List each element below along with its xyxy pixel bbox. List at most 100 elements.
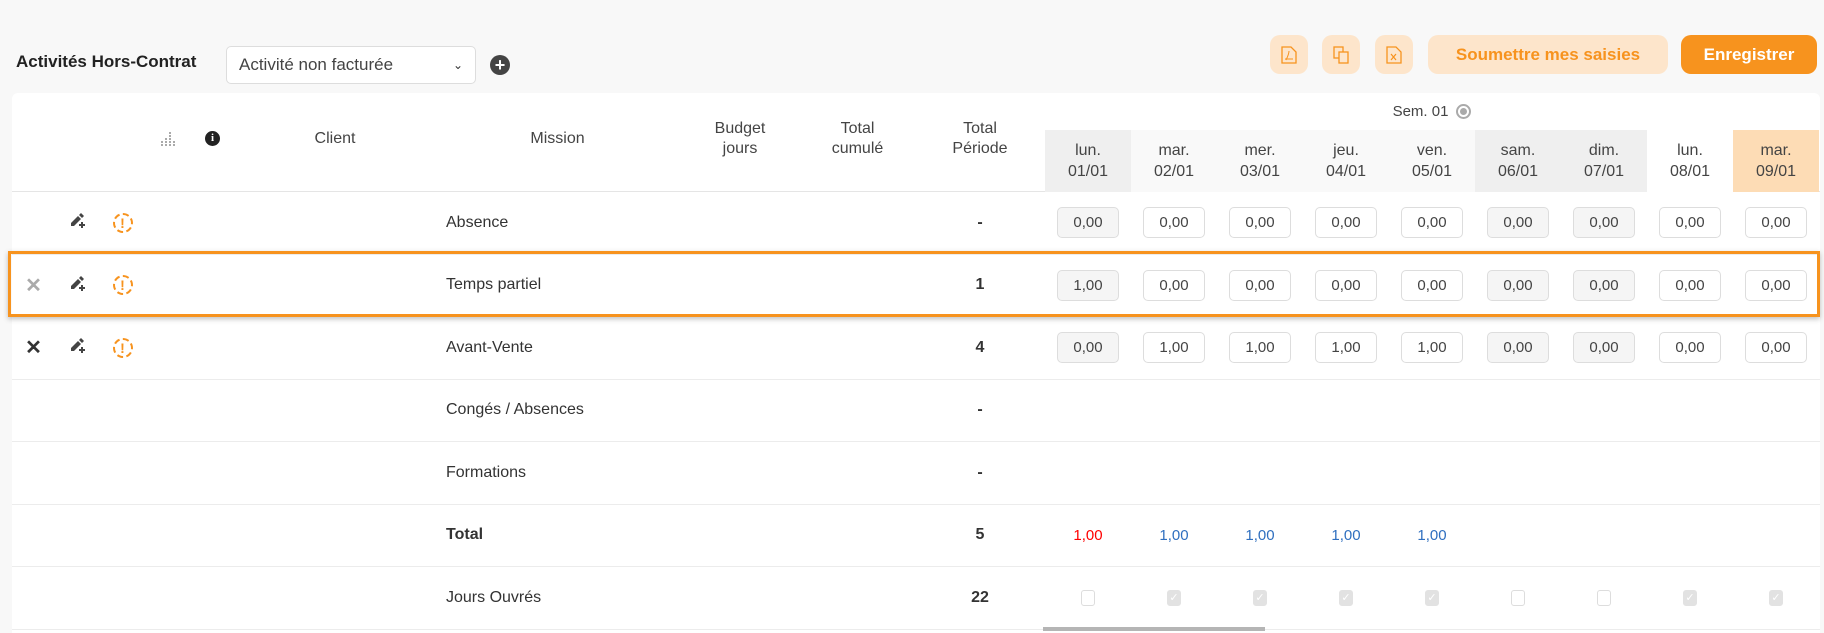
day-total: 1,00 [1331,526,1361,544]
day-total: 1,00 [1417,526,1447,544]
mission-cell: Formations [446,463,527,481]
mission-cell: Absence [446,213,509,231]
workday-checkbox[interactable] [1511,589,1525,606]
horizontal-scrollbar[interactable] [1043,627,1265,631]
day-date: 01/01 [1067,163,1109,180]
day-header: mar. 02/01 [1131,130,1217,192]
day-value-input[interactable]: 1,00 [1315,332,1377,364]
day-value-input[interactable]: 0,00 [1401,207,1463,239]
total-row: Total 5 1,00 1,00 1,00 1,00 1,00 [12,505,1820,567]
day-value-input[interactable]: 0,00 [1229,207,1291,239]
export-excel-button[interactable] [1375,35,1413,74]
chart-icon[interactable] [145,93,190,192]
day-date: 07/01 [1583,163,1625,180]
edit-add-icon[interactable] [69,274,87,297]
day-value-input[interactable]: 0,00 [1315,207,1377,239]
day-name: ven. [1416,142,1448,159]
day-value-input[interactable]: 0,00 [1659,207,1721,239]
delete-icon[interactable]: ✕ [25,274,42,297]
workday-checkbox[interactable]: ✓ [1167,589,1181,606]
delete-icon[interactable]: ✕ [25,337,42,360]
activity-select[interactable]: Activité non facturée ⌄ [226,46,476,84]
workday-checkbox[interactable]: ✓ [1339,589,1353,606]
warning-refresh-icon[interactable]: ! [112,337,133,358]
day-name: sam. [1500,142,1536,159]
day-value-input: 0,00 [1057,332,1119,364]
workday-checkbox[interactable]: ✓ [1769,589,1783,606]
budget-cell [680,317,800,379]
budget-cell [680,255,800,317]
day-value-input[interactable]: 0,00 [1745,332,1807,364]
table-row: ! Absence - 0,00 0,00 0,00 0,00 0,00 0,00 0,00 0,0… [12,192,1820,255]
day-value-input[interactable]: 0,00 [1315,269,1377,301]
workday-checkbox[interactable] [1597,589,1611,606]
week-label: Sem. 01 [1392,103,1449,120]
client-cell [235,255,435,317]
period-total: 4 [975,338,985,356]
budget-cell [680,192,800,254]
day-value-input: 0,00 [1573,207,1635,239]
period-total: - [977,213,983,231]
header-budget: Budget jours [714,119,766,157]
workday-checkbox[interactable]: ✓ [1253,589,1267,606]
day-value-input[interactable]: 0,00 [1229,269,1291,301]
cumul-cell [800,380,915,442]
jours-ouvres-row: Jours Ouvrés 22 ✓ ✓ ✓ ✓ ✓ ✓ [12,567,1820,630]
copy-icon [1333,45,1349,64]
submit-button[interactable]: Soumettre mes saisies [1428,35,1668,74]
day-value-input[interactable]: 0,00 [1401,269,1463,301]
day-date: 09/01 [1755,163,1797,180]
copy-button[interactable] [1322,35,1360,74]
day-value-input[interactable]: 1,00 [1229,332,1291,364]
client-cell [235,442,435,504]
day-value-input: 0,00 [1573,269,1635,301]
cumul-cell [800,255,915,317]
edit-add-icon[interactable] [69,336,87,359]
header-total-periode: Total Période [952,119,1008,157]
day-value-input[interactable]: 0,00 [1659,269,1721,301]
day-name: mer. [1244,142,1276,159]
day-value-input[interactable]: 0,00 [1143,207,1205,239]
day-total: 1,00 [1073,526,1103,544]
day-header: ven. 05/01 [1389,130,1475,192]
week-selector[interactable]: Sem. 01 [1045,93,1819,130]
plus-circle-icon[interactable]: + [490,55,510,75]
header-client: Client [314,129,356,147]
workday-checkbox[interactable]: ✓ [1425,589,1439,606]
day-value-input[interactable]: 1,00 [1401,332,1463,364]
day-value-input[interactable]: 0,00 [1745,269,1807,301]
warning-refresh-icon[interactable]: ! [112,275,133,296]
radio-icon[interactable] [1456,104,1472,119]
warning-refresh-icon[interactable]: ! [112,212,133,233]
mission-cell: Congés / Absences [446,401,584,419]
budget-cell [680,380,800,442]
day-value-input[interactable]: 0,00 [1745,207,1807,239]
day-header: lun. 01/01 [1045,130,1131,192]
day-value-input: 0,00 [1487,269,1549,301]
export-pdf-button[interactable] [1270,35,1308,74]
cumul-cell [800,317,915,379]
day-name: dim. [1588,142,1620,159]
info-icon[interactable]: i [190,93,235,192]
edit-add-icon[interactable] [69,211,87,234]
day-value-input[interactable]: 0,00 [1143,269,1205,301]
workday-checkbox[interactable] [1081,589,1095,606]
day-value-input[interactable]: 0,00 [1659,332,1721,364]
day-header: lun. 08/01 [1647,130,1733,192]
header-total-cumule: Total cumulé [831,119,884,157]
day-total: 1,00 [1159,526,1189,544]
period-total: - [977,401,983,419]
day-date: 08/01 [1669,163,1711,180]
total-period: 5 [975,526,985,544]
cumul-cell [800,192,915,254]
mission-cell: Temps partiel [446,276,542,294]
client-cell [235,192,435,254]
table-header: i Client Mission Budget jours Total cumu… [12,93,1820,192]
save-button[interactable]: Enregistrer [1681,35,1817,74]
day-value-input[interactable]: 1,00 [1143,332,1205,364]
day-value-input: 0,00 [1487,207,1549,239]
workday-checkbox[interactable]: ✓ [1683,589,1697,606]
budget-cell [680,442,800,504]
day-name: mar. [1760,142,1792,159]
excel-file-icon [1386,45,1402,64]
